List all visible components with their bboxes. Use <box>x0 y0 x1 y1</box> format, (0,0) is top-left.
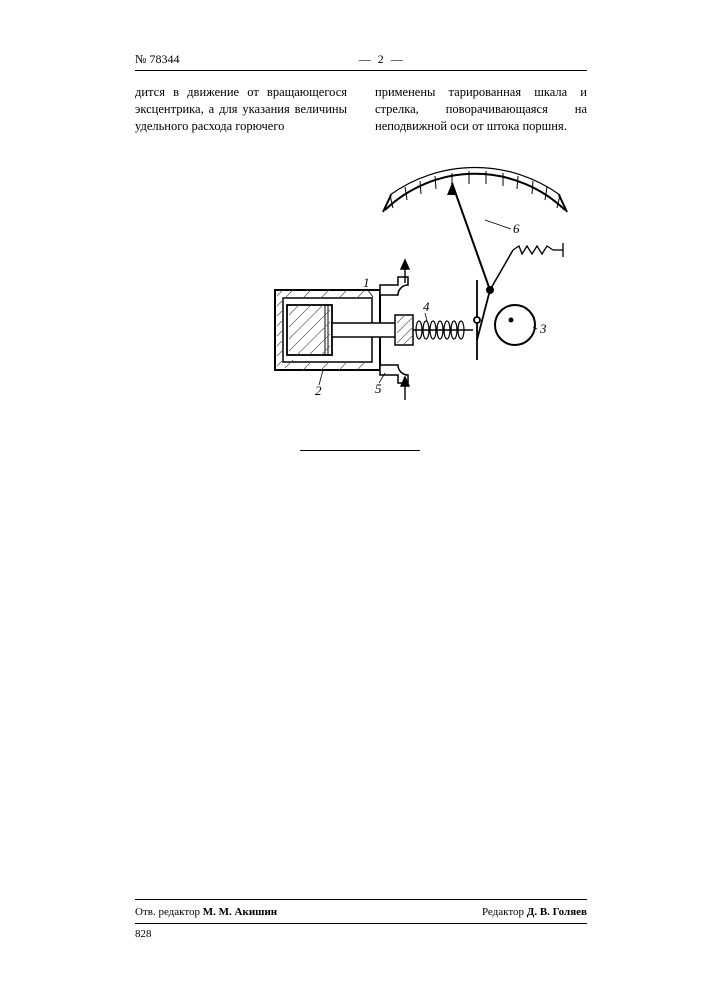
header-spacer <box>584 52 587 67</box>
header-row: № 78344 — 2 — <box>135 52 587 67</box>
diagram-svg: 1 2 3 4 5 6 <box>255 165 575 425</box>
label-3: 3 <box>539 321 547 336</box>
editor-left: Отв. редактор М. М. Акишин <box>135 906 277 918</box>
gauge-needle <box>447 183 513 294</box>
editor-right-prefix: Редактор <box>482 906 527 918</box>
top-rule <box>135 70 587 71</box>
body-text: дится в движение от вращающегося эксцент… <box>135 84 587 135</box>
label-5: 5 <box>375 381 382 396</box>
editor-left-prefix: Отв. редактор <box>135 906 203 918</box>
editors-row: Отв. редактор М. М. Акишин Редактор Д. В… <box>135 906 587 918</box>
doc-number: № 78344 <box>135 52 179 67</box>
label-2: 2 <box>315 383 322 398</box>
gauge <box>383 167 567 212</box>
folio: 828 <box>135 928 152 940</box>
bottom-rule-2 <box>135 923 587 924</box>
editor-right-name: Д. В. Голяев <box>527 906 587 918</box>
needle-spring <box>513 243 563 257</box>
page-marker: — 2 — <box>359 52 405 67</box>
short-rule <box>300 450 420 451</box>
cam <box>495 305 535 345</box>
label-4: 4 <box>423 299 430 314</box>
page: № 78344 — 2 — дится в движение от вращаю… <box>0 0 707 1000</box>
piston <box>287 305 332 355</box>
editor-left-name: М. М. Акишин <box>203 906 277 918</box>
body-col-1: дится в движение от вращающегося эксцент… <box>135 84 347 135</box>
body-col-2: применены тарированная шкала и стрелка, … <box>375 84 587 135</box>
bottom-rule <box>135 899 587 900</box>
label-6: 6 <box>513 221 520 236</box>
label-1: 1 <box>363 275 370 290</box>
diagram: 1 2 3 4 5 6 <box>255 165 575 425</box>
editor-right: Редактор Д. В. Голяев <box>482 906 587 918</box>
